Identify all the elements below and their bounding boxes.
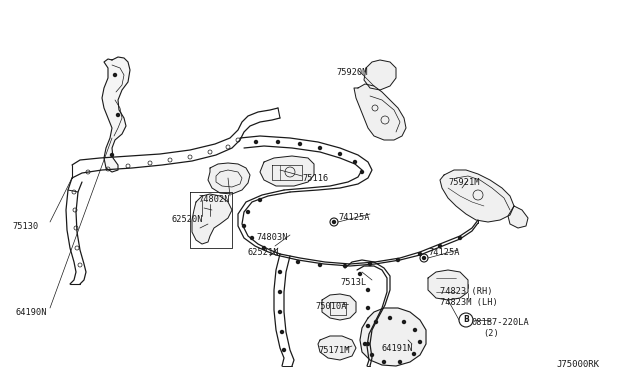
Text: 62520N: 62520N bbox=[172, 215, 204, 224]
Text: 74125A: 74125A bbox=[428, 248, 460, 257]
Polygon shape bbox=[260, 156, 314, 186]
Circle shape bbox=[246, 211, 250, 214]
Circle shape bbox=[388, 317, 392, 320]
Text: 75010A: 75010A bbox=[315, 302, 346, 311]
Polygon shape bbox=[508, 206, 528, 228]
Circle shape bbox=[360, 170, 364, 173]
Circle shape bbox=[367, 324, 369, 327]
Circle shape bbox=[262, 247, 266, 250]
Circle shape bbox=[371, 353, 374, 356]
Circle shape bbox=[298, 142, 301, 145]
Circle shape bbox=[339, 153, 342, 155]
Circle shape bbox=[397, 259, 399, 262]
Circle shape bbox=[278, 311, 282, 314]
Circle shape bbox=[458, 237, 461, 240]
Circle shape bbox=[367, 307, 369, 310]
Circle shape bbox=[278, 291, 282, 294]
Text: 75921M: 75921M bbox=[448, 178, 479, 187]
Circle shape bbox=[319, 263, 321, 266]
Circle shape bbox=[259, 199, 262, 202]
Circle shape bbox=[113, 74, 116, 77]
Polygon shape bbox=[440, 170, 514, 222]
Polygon shape bbox=[318, 336, 356, 360]
Circle shape bbox=[374, 321, 378, 324]
Text: 62521N: 62521N bbox=[248, 248, 280, 257]
Text: 64190N: 64190N bbox=[15, 308, 47, 317]
Circle shape bbox=[296, 260, 300, 263]
Text: J75000RK: J75000RK bbox=[556, 360, 599, 369]
Text: 64191N: 64191N bbox=[381, 344, 413, 353]
Circle shape bbox=[438, 244, 442, 247]
Polygon shape bbox=[360, 308, 426, 366]
Circle shape bbox=[319, 147, 321, 150]
Text: (2): (2) bbox=[483, 329, 499, 338]
Text: 75920M: 75920M bbox=[336, 68, 367, 77]
Circle shape bbox=[255, 141, 257, 144]
Polygon shape bbox=[428, 270, 468, 300]
Text: 74125A: 74125A bbox=[338, 213, 369, 222]
Text: 75130: 75130 bbox=[12, 222, 38, 231]
Text: 74823M (LH): 74823M (LH) bbox=[440, 298, 498, 307]
Circle shape bbox=[419, 253, 422, 256]
Text: 081B7-220LA: 081B7-220LA bbox=[472, 318, 530, 327]
Circle shape bbox=[353, 160, 356, 164]
Circle shape bbox=[344, 264, 346, 267]
Polygon shape bbox=[208, 163, 250, 194]
Text: 74802N: 74802N bbox=[198, 195, 230, 204]
Circle shape bbox=[282, 349, 285, 352]
Circle shape bbox=[243, 224, 246, 228]
Circle shape bbox=[403, 321, 406, 324]
Polygon shape bbox=[192, 194, 232, 244]
Circle shape bbox=[280, 330, 284, 334]
Polygon shape bbox=[322, 294, 356, 320]
Circle shape bbox=[369, 263, 371, 266]
Polygon shape bbox=[354, 84, 406, 140]
Text: B: B bbox=[463, 315, 469, 324]
Circle shape bbox=[358, 273, 362, 276]
Circle shape bbox=[413, 328, 417, 331]
Circle shape bbox=[111, 154, 113, 157]
Circle shape bbox=[367, 289, 369, 292]
Polygon shape bbox=[364, 60, 396, 90]
Text: 75171M: 75171M bbox=[318, 346, 349, 355]
Circle shape bbox=[364, 343, 367, 346]
Circle shape bbox=[399, 360, 401, 363]
Circle shape bbox=[278, 270, 282, 273]
Circle shape bbox=[413, 353, 415, 356]
Text: 74823 (RH): 74823 (RH) bbox=[440, 287, 493, 296]
Circle shape bbox=[250, 237, 253, 240]
Circle shape bbox=[333, 221, 335, 224]
Text: 7513L: 7513L bbox=[340, 278, 366, 287]
Text: 75116: 75116 bbox=[302, 174, 328, 183]
Circle shape bbox=[383, 360, 385, 363]
Circle shape bbox=[276, 141, 280, 144]
Circle shape bbox=[419, 340, 422, 343]
Circle shape bbox=[116, 113, 120, 116]
Circle shape bbox=[422, 257, 426, 260]
Circle shape bbox=[367, 343, 369, 346]
Text: 74803N: 74803N bbox=[256, 233, 287, 242]
Polygon shape bbox=[102, 57, 130, 172]
